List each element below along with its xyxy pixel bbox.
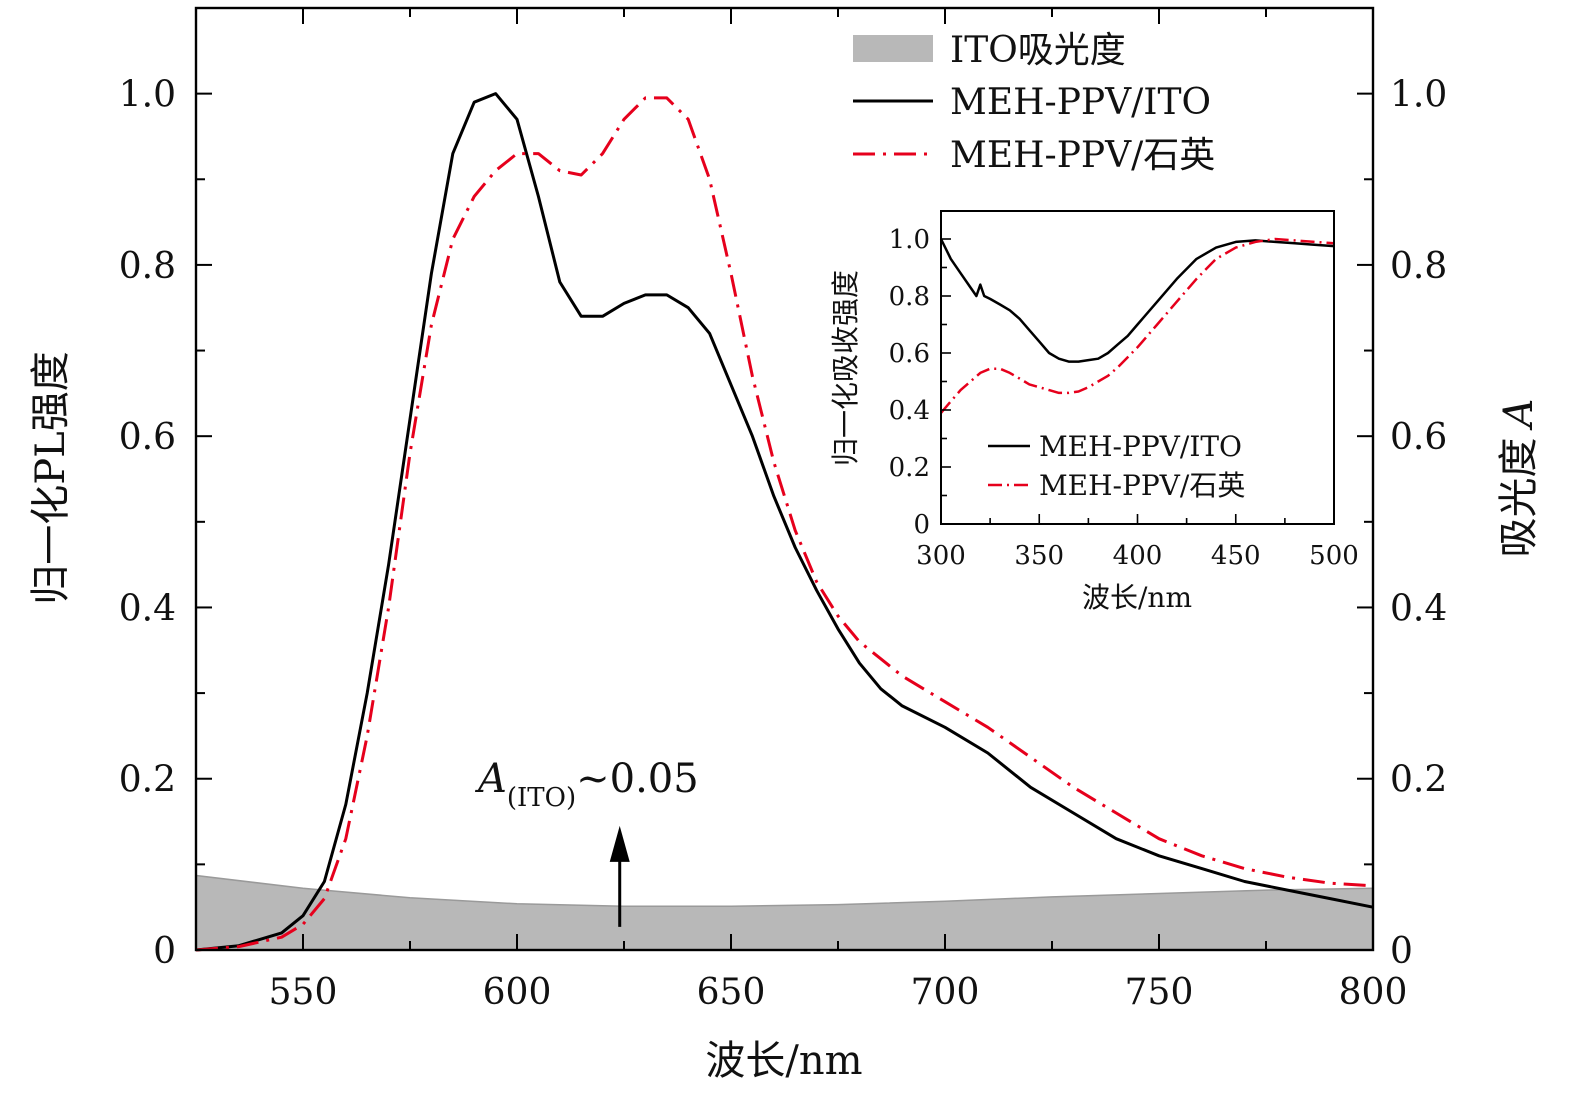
main-tick-marks <box>196 7 1374 951</box>
inset-legend-label-meh-ppv-ito: MEH-PPV/ITO <box>1039 430 1242 463</box>
legend-label-ito-absorbance: ITO吸光度 <box>950 30 1126 71</box>
inset-y-tick-label: 0.4 <box>889 396 930 426</box>
main-legend: ITO吸光度 MEH-PPV/ITO MEH-PPV/石英 <box>853 30 1215 176</box>
ito-annotation-sub: (ITO) <box>507 783 576 813</box>
main-plot-frame <box>194 6 1375 952</box>
inset-y-tick-label: 1.0 <box>889 225 930 255</box>
inset-y-tick-label: 0 <box>913 510 930 540</box>
y-tick-label: 1.0 <box>119 75 176 116</box>
y-tick-label: 0 <box>153 931 176 972</box>
x-axis-title: 波长/nm <box>705 1038 862 1084</box>
inset-y-tick-label: 0.6 <box>889 339 930 369</box>
ito-annotation-label: A(ITO)~0.05 <box>474 756 699 813</box>
y2-axis-title-text: 吸光度 <box>1496 437 1542 557</box>
inset-lines-layer <box>939 237 1335 414</box>
x-tick-label: 650 <box>697 972 766 1013</box>
inset-x-tick-label: 500 <box>1309 541 1359 571</box>
inset-y-tick-label: 0.8 <box>889 282 930 312</box>
inset-plot: 300 350 400 450 500 0 0.2 0.4 0.6 0.8 1.0 波长/nm 归一… <box>829 210 1359 614</box>
series-line-meh-ppv-quartz <box>195 96 1374 952</box>
x-tick-label: 600 <box>483 972 552 1013</box>
inset-x-tick-label: 350 <box>1014 541 1064 571</box>
y2-tick-label: 0.2 <box>1390 760 1447 801</box>
inset-x-tick-label: 400 <box>1113 541 1163 571</box>
inset-y-tick-label: 0.2 <box>889 453 930 483</box>
ito-annotation-var: A <box>474 756 507 802</box>
inset-legend: MEH-PPV/ITO MEH-PPV/石英 <box>988 430 1245 502</box>
pl-lines-layer <box>195 92 1374 952</box>
inset-tick-marks <box>940 238 1335 525</box>
y-tick-label: 0.6 <box>119 417 176 458</box>
legend-label-meh-ppv-quartz: MEH-PPV/石英 <box>950 135 1215 176</box>
y-tick-label: 0.4 <box>119 588 176 629</box>
inset-y-axis-title: 归一化吸收强度 <box>829 270 862 466</box>
inset-x-tick-label: 450 <box>1211 541 1261 571</box>
x-tick-label: 700 <box>911 972 980 1013</box>
y2-tick-label: 0 <box>1390 931 1413 972</box>
ito-absorbance-area-layer <box>195 874 1374 951</box>
y2-tick-label: 0.4 <box>1390 588 1447 629</box>
y2-axis-title-var: A <box>1496 399 1542 432</box>
inset-x-tick-label: 300 <box>916 541 966 571</box>
y2-tick-label: 1.0 <box>1390 75 1447 116</box>
inset-legend-label-meh-ppv-quartz: MEH-PPV/石英 <box>1039 469 1245 502</box>
inset-tick-labels: 300 350 400 450 500 0 0.2 0.4 0.6 0.8 1.0 <box>889 225 1359 571</box>
y-axis-title: 归一化PL强度 <box>28 351 74 604</box>
y2-axis-title: 吸光度 A <box>1496 399 1542 558</box>
y-tick-label: 0.8 <box>119 246 176 287</box>
y-tick-label: 0.2 <box>119 760 176 801</box>
ito-annotation: A(ITO)~0.05 <box>474 756 699 927</box>
x-tick-label: 800 <box>1339 972 1408 1013</box>
inset-series-line-meh-ppv-ito <box>939 238 1335 363</box>
series-area-ito-absorbance <box>195 874 1374 951</box>
y2-tick-label: 0.8 <box>1390 246 1447 287</box>
ito-annotation-arrow-head <box>609 825 630 862</box>
legend-label-meh-ppv-ito: MEH-PPV/ITO <box>950 82 1211 123</box>
legend-swatch-ito-absorbance <box>853 35 933 62</box>
inset-background <box>941 211 1334 524</box>
x-tick-label: 550 <box>269 972 338 1013</box>
inset-x-axis-title: 波长/nm <box>1082 581 1192 614</box>
ito-annotation-value: ~0.05 <box>576 756 699 802</box>
x-tick-label: 750 <box>1125 972 1194 1013</box>
y2-tick-label: 0.6 <box>1390 417 1447 458</box>
inset-series-line-meh-ppv-quartz <box>940 237 1335 414</box>
series-line-meh-ppv-ito <box>195 92 1374 952</box>
